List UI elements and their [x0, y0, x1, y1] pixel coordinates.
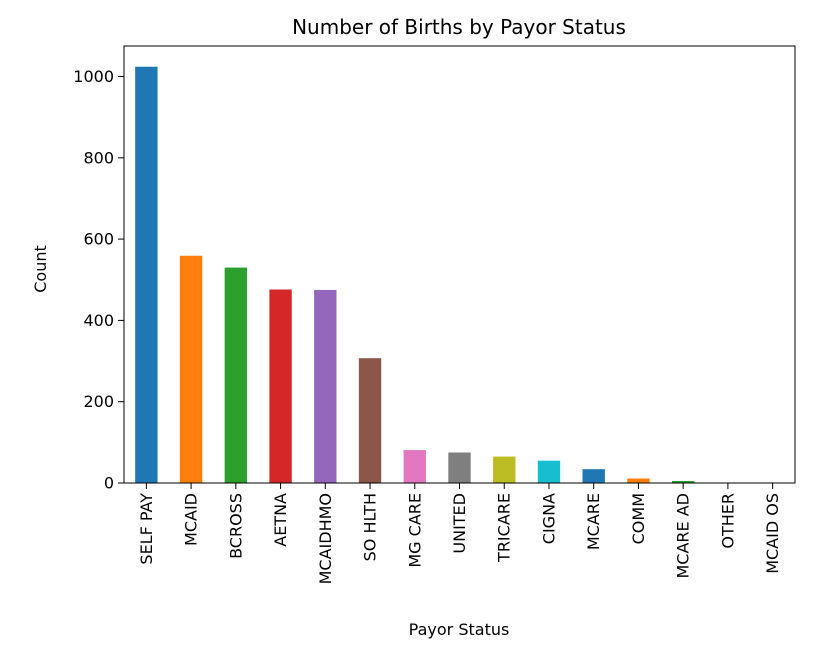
y-tick-label: 1000 — [73, 67, 114, 86]
x-tick-label: BCROSS — [226, 493, 245, 559]
x-tick-label: AETNA — [271, 493, 290, 547]
x-tick-label: MCAID OS — [763, 493, 782, 574]
bar-3 — [224, 267, 248, 483]
bar-9 — [493, 456, 516, 483]
x-tick-label: COMM — [629, 493, 648, 544]
x-tick-label: UNITED — [450, 493, 469, 554]
x-tick-label: CIGNA — [539, 493, 558, 544]
x-tick-label: MCARE AD — [674, 493, 693, 579]
x-tick-label: MCARE — [584, 493, 603, 550]
bar-13 — [671, 480, 695, 483]
bar-12 — [627, 478, 650, 483]
bar-6 — [358, 358, 382, 483]
bar-7 — [403, 450, 426, 483]
bar-8 — [448, 452, 471, 483]
y-tick-label: 400 — [83, 311, 114, 330]
x-axis-ticks: SELF PAY MCAID BCROSS AETNA MCAIDHMO SO HLTH M… — [137, 483, 782, 584]
x-axis-label: Payor Status — [409, 620, 510, 639]
chart-title: Number of Births by Payor Status — [292, 15, 626, 39]
x-tick-label: SELF PAY — [137, 493, 156, 565]
y-tick-label: 600 — [83, 230, 114, 249]
y-tick-label: 0 — [104, 474, 114, 493]
x-tick-label: MG CARE — [405, 493, 424, 568]
x-tick-label: OTHER — [718, 493, 737, 549]
bar-11 — [582, 469, 605, 483]
bars-group — [135, 66, 784, 483]
bar-10 — [537, 460, 561, 483]
y-axis-ticks: 0 200 400 600 800 1000 — [73, 67, 124, 493]
y-tick-label: 200 — [83, 392, 114, 411]
x-tick-label: MCAIDHMO — [316, 493, 335, 584]
x-tick-label: TRICARE — [495, 493, 514, 563]
bar-4 — [269, 289, 292, 483]
bar-2 — [179, 255, 203, 483]
x-tick-label: MCAID — [182, 493, 201, 546]
bar-1 — [135, 66, 158, 483]
bar-5 — [314, 289, 337, 483]
x-tick-label: SO HLTH — [361, 493, 380, 561]
y-axis-label: Count — [31, 245, 50, 293]
plot-frame — [123, 45, 796, 484]
y-tick-label: 800 — [83, 148, 114, 167]
